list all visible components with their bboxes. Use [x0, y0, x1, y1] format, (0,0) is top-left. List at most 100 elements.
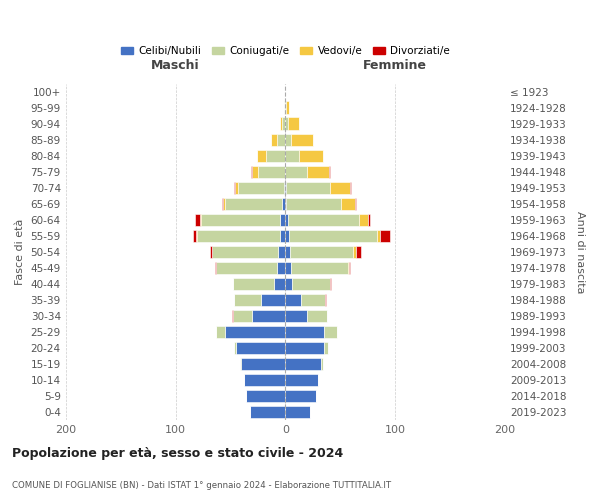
- Bar: [197, 230, 280, 242]
- Text: Popolazione per età, sesso e stato civile - 2024: Popolazione per età, sesso e stato civil…: [12, 448, 343, 460]
- Text: Femmine: Femmine: [363, 60, 427, 72]
- Bar: [201, 214, 280, 226]
- Bar: [286, 118, 287, 130]
- Bar: [350, 182, 351, 194]
- Bar: [286, 150, 299, 162]
- Bar: [282, 118, 286, 130]
- Bar: [291, 134, 313, 146]
- Bar: [353, 246, 356, 258]
- Bar: [377, 230, 380, 242]
- Text: Maschi: Maschi: [151, 60, 200, 72]
- Bar: [193, 230, 196, 242]
- Bar: [291, 262, 348, 274]
- Bar: [271, 134, 277, 146]
- Bar: [216, 262, 277, 274]
- Bar: [286, 166, 307, 178]
- Bar: [286, 390, 316, 402]
- Bar: [212, 246, 278, 258]
- Bar: [341, 198, 355, 210]
- Bar: [234, 342, 236, 354]
- Bar: [380, 230, 390, 242]
- Bar: [286, 246, 290, 258]
- Bar: [359, 214, 368, 226]
- Bar: [233, 310, 253, 322]
- Bar: [348, 262, 349, 274]
- Bar: [286, 294, 301, 306]
- Bar: [195, 214, 200, 226]
- Y-axis label: Fasce di età: Fasce di età: [15, 218, 25, 285]
- Bar: [253, 166, 258, 178]
- Bar: [286, 134, 291, 146]
- Legend: Celibi/Nubili, Coniugati/e, Vedovi/e, Divorziati/e: Celibi/Nubili, Coniugati/e, Vedovi/e, Di…: [116, 42, 454, 60]
- Bar: [246, 390, 286, 402]
- Bar: [286, 374, 319, 386]
- Bar: [286, 406, 310, 418]
- Bar: [244, 374, 286, 386]
- Bar: [320, 358, 323, 370]
- Bar: [286, 310, 307, 322]
- Bar: [238, 182, 284, 194]
- Bar: [329, 166, 331, 178]
- Bar: [221, 198, 223, 210]
- Bar: [301, 294, 325, 306]
- Bar: [209, 246, 212, 258]
- Bar: [284, 102, 286, 114]
- Bar: [277, 262, 286, 274]
- Bar: [282, 198, 286, 210]
- Bar: [286, 198, 341, 210]
- Bar: [356, 246, 361, 258]
- Bar: [234, 182, 235, 194]
- Bar: [307, 166, 329, 178]
- Bar: [286, 342, 324, 354]
- Bar: [225, 198, 282, 210]
- Bar: [331, 182, 350, 194]
- Bar: [278, 246, 286, 258]
- Bar: [287, 214, 359, 226]
- Bar: [325, 294, 326, 306]
- Bar: [280, 230, 286, 242]
- Bar: [286, 102, 289, 114]
- Bar: [261, 294, 286, 306]
- Bar: [223, 198, 225, 210]
- Bar: [324, 326, 337, 338]
- Bar: [286, 326, 324, 338]
- Bar: [284, 182, 286, 194]
- Bar: [196, 230, 197, 242]
- Bar: [286, 262, 291, 274]
- Bar: [289, 230, 377, 242]
- Bar: [232, 310, 233, 322]
- Y-axis label: Anni di nascita: Anni di nascita: [575, 210, 585, 293]
- Bar: [349, 262, 350, 274]
- Bar: [286, 230, 289, 242]
- Bar: [253, 310, 286, 322]
- Bar: [286, 358, 320, 370]
- Bar: [286, 182, 331, 194]
- Bar: [250, 406, 286, 418]
- Bar: [274, 278, 286, 290]
- Bar: [236, 342, 286, 354]
- Bar: [251, 166, 253, 178]
- Bar: [286, 214, 287, 226]
- Bar: [299, 150, 323, 162]
- Bar: [257, 150, 266, 162]
- Bar: [355, 198, 356, 210]
- Bar: [368, 214, 370, 226]
- Text: COMUNE DI FOGLIANISE (BN) - Dati ISTAT 1° gennaio 2024 - Elaborazione TUTTITALIA: COMUNE DI FOGLIANISE (BN) - Dati ISTAT 1…: [12, 480, 391, 490]
- Bar: [258, 166, 286, 178]
- Bar: [266, 150, 286, 162]
- Bar: [225, 326, 286, 338]
- Bar: [280, 118, 282, 130]
- Bar: [216, 326, 225, 338]
- Bar: [234, 294, 261, 306]
- Bar: [292, 278, 331, 290]
- Bar: [241, 358, 286, 370]
- Bar: [277, 134, 286, 146]
- Bar: [307, 310, 327, 322]
- Bar: [280, 214, 286, 226]
- Bar: [200, 214, 201, 226]
- Bar: [235, 182, 238, 194]
- Bar: [324, 342, 328, 354]
- Bar: [290, 246, 353, 258]
- Bar: [215, 262, 216, 274]
- Bar: [286, 278, 292, 290]
